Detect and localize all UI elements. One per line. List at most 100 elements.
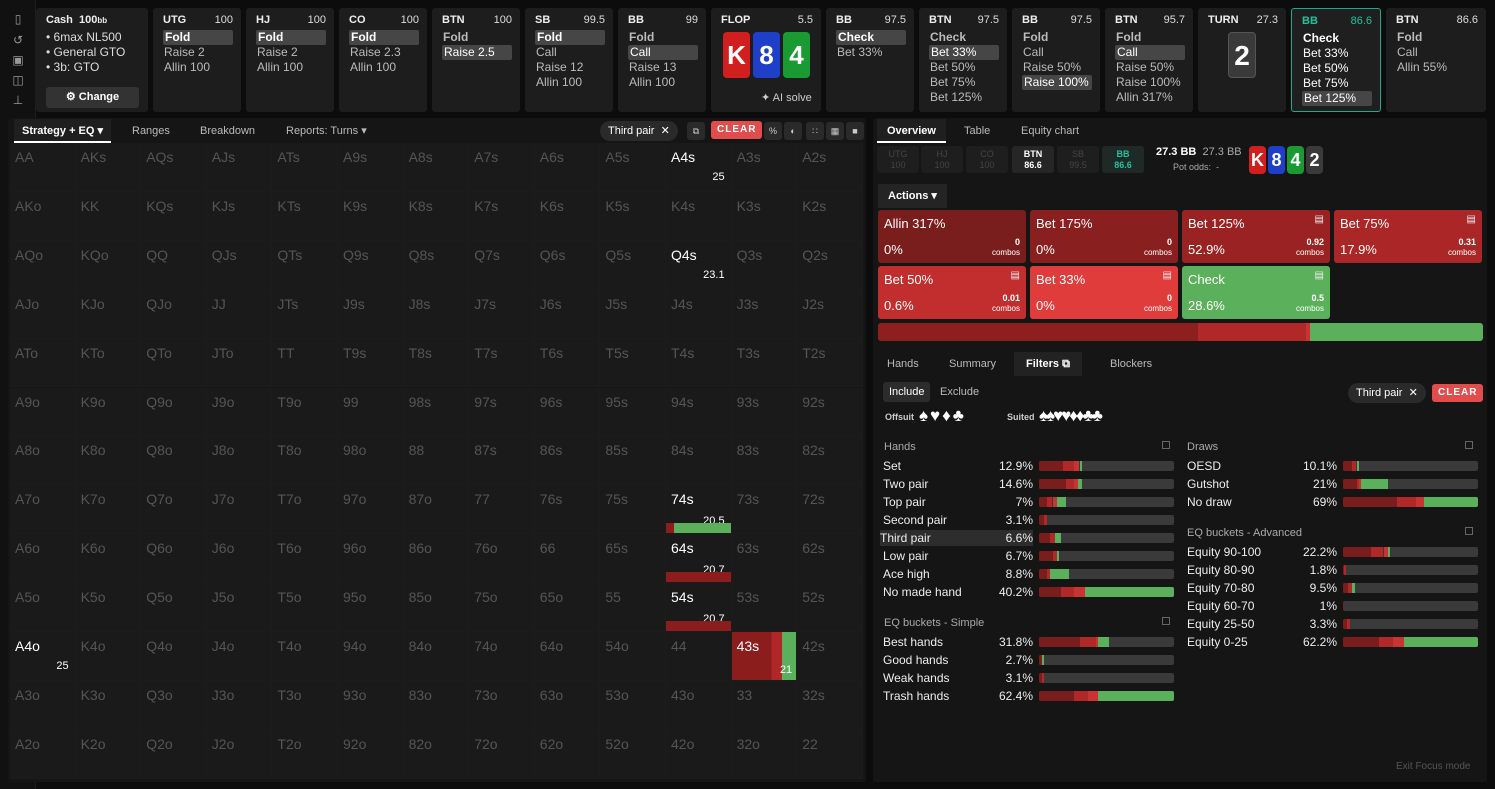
action-option[interactable]: Allin 100 <box>629 75 676 89</box>
history-card-bb[interactable]: BB 97.5 Fold Call Raise 50% Raise 100% <box>1012 8 1100 112</box>
hand-cell[interactable]: A8s <box>403 143 470 192</box>
hand-cell[interactable]: Q4s 23.1 <box>666 240 732 290</box>
hand-cell[interactable]: 96o <box>338 534 404 584</box>
action-option[interactable]: Allin 100 <box>257 60 304 74</box>
hand-cell[interactable]: 96s <box>534 387 601 437</box>
hand-cell[interactable]: 85o <box>403 583 470 632</box>
tab-table[interactable]: Table <box>964 125 991 137</box>
copy-icon[interactable]: ⧉ <box>687 122 705 140</box>
hand-cell[interactable]: J7s <box>469 289 535 339</box>
stat-row[interactable]: Ace high 8.8% <box>883 566 1033 582</box>
hand-cell[interactable]: 98s <box>403 387 470 437</box>
hand-cell[interactable]: T2s <box>797 338 863 388</box>
action-option[interactable]: Fold <box>1116 30 1142 44</box>
hand-cell[interactable]: K2s <box>797 191 863 241</box>
hand-cell[interactable]: 95o <box>338 583 404 632</box>
hand-cell[interactable]: TT <box>272 338 338 388</box>
hand-cell[interactable]: AQo <box>10 240 76 290</box>
filter-pill-left[interactable]: Third pair ✕ <box>600 121 678 141</box>
hand-cell[interactable]: 82s <box>797 436 863 486</box>
history-card-btn[interactable]: BTN 86.6 Fold Call Allin 55% <box>1386 8 1486 112</box>
hand-cell[interactable]: 95s <box>600 387 666 437</box>
exclude-toggle[interactable]: Exclude <box>940 386 980 398</box>
hand-cell[interactable]: T9s <box>338 338 404 388</box>
grid-medium-icon[interactable]: ▦ <box>826 122 844 140</box>
action-option[interactable]: Raise 50% <box>1116 60 1175 74</box>
tab-ranges[interactable]: Ranges <box>132 125 170 137</box>
player-box-sb[interactable]: SB 99.5 <box>1057 146 1099 173</box>
hand-cell[interactable]: T5o <box>272 583 338 632</box>
hand-cell[interactable]: K5s <box>600 191 666 241</box>
hand-cell[interactable]: A7o <box>10 485 76 535</box>
note-icon[interactable]: ▤ <box>1010 270 1020 281</box>
hand-cell[interactable]: QJs <box>206 240 273 290</box>
hand-cell[interactable]: 63s <box>731 534 798 584</box>
hand-cell[interactable]: A9s <box>338 143 404 192</box>
hand-cell[interactable]: J6o <box>206 534 273 584</box>
hand-cell[interactable]: 54o <box>600 632 666 681</box>
hand-cell[interactable]: K6o <box>75 534 142 584</box>
hand-cell[interactable]: K8o <box>75 436 142 486</box>
hand-cell[interactable]: 73s <box>731 485 798 535</box>
hand-cell[interactable]: A9o <box>10 387 76 437</box>
hand-cell[interactable]: T6s <box>534 338 601 388</box>
hand-cell[interactable]: J3o <box>206 680 273 730</box>
tab-reports-turns[interactable]: Reports: Turns ▾ <box>286 125 367 137</box>
hand-cell[interactable]: 97s <box>469 387 535 437</box>
hand-cell[interactable]: 43o <box>666 680 732 730</box>
hand-cell[interactable]: 87s <box>469 436 535 486</box>
stat-row[interactable]: Two pair 14.6% <box>883 476 1033 492</box>
hand-cell[interactable]: T9o <box>272 387 338 437</box>
hand-cell[interactable]: A2s <box>797 143 863 192</box>
action-option[interactable]: Bet 33% <box>1303 46 1349 60</box>
action-option[interactable]: Allin 55% <box>1397 60 1448 74</box>
stat-row[interactable]: Low pair 6.7% <box>883 548 1033 564</box>
note-icon[interactable]: ▤ <box>1314 270 1324 281</box>
hand-cell[interactable]: A6s <box>534 143 601 192</box>
hand-cell[interactable]: 43s 21 <box>731 632 798 681</box>
gamepad-icon[interactable]: ◫ <box>12 73 24 87</box>
tab-hands[interactable]: Hands <box>887 358 919 370</box>
hand-cell[interactable]: 93o <box>338 680 404 730</box>
stat-row[interactable]: Gutshot 21% <box>1187 476 1337 492</box>
hand-cell[interactable]: 64s 20.7 <box>666 534 732 584</box>
hand-cell[interactable]: T7s <box>469 338 535 388</box>
tab-summary[interactable]: Summary <box>949 358 997 370</box>
player-box-hj[interactable]: HJ 100 <box>921 146 963 173</box>
change-button[interactable]: ⚙ Change <box>46 87 139 108</box>
percent-icon[interactable]: % <box>764 122 782 140</box>
collapse-icon[interactable] <box>1162 617 1170 625</box>
stat-row[interactable]: Trash hands 62.4% <box>883 688 1033 704</box>
hand-cell[interactable]: 94o <box>338 632 404 681</box>
hand-cell[interactable]: 86s <box>534 436 601 486</box>
hand-cell[interactable]: AJo <box>10 289 76 339</box>
hand-cell[interactable]: 64o <box>534 632 601 681</box>
hand-cell[interactable]: 76o <box>469 534 535 584</box>
action-option[interactable]: Fold <box>443 30 469 44</box>
hand-cell[interactable]: J4s <box>666 289 732 339</box>
history-card-bb[interactable]: BB 86.6 Check Bet 33% Bet 50% Bet 75% Bet 125% <box>1291 8 1381 112</box>
hand-cell[interactable]: J4o <box>206 632 273 681</box>
history-card-btn[interactable]: BTN 95.7 Fold Call Raise 50% Raise 100% Allin … <box>1105 8 1193 112</box>
hand-cell[interactable]: K3s <box>731 191 798 241</box>
tab-breakdown[interactable]: Breakdown <box>200 125 256 137</box>
hand-cell[interactable]: K8s <box>403 191 470 241</box>
action-option[interactable]: Raise 13 <box>629 60 677 74</box>
hand-cell[interactable]: Q4o <box>141 632 207 681</box>
hand-cell[interactable]: 53s <box>731 583 798 632</box>
hand-cell[interactable]: A5s <box>600 143 666 192</box>
hand-cell[interactable]: 92o <box>338 729 404 779</box>
action-option[interactable]: Bet 33% <box>837 45 883 59</box>
action-option[interactable]: Call <box>1023 45 1044 59</box>
action-option[interactable]: Fold <box>163 30 233 45</box>
action-option[interactable]: Bet 125% <box>1302 91 1372 106</box>
stat-row[interactable]: No draw 69% <box>1187 494 1337 510</box>
hand-cell[interactable]: 82o <box>403 729 470 779</box>
note-icon[interactable]: ▤ <box>1314 214 1324 225</box>
offsuit-suits-icons[interactable]: ♠♥♦♣ <box>919 406 966 425</box>
collapse-icon[interactable] <box>1465 441 1473 449</box>
hand-cell[interactable]: T3s <box>731 338 798 388</box>
hand-cell[interactable]: 97o <box>338 485 404 535</box>
include-toggle[interactable]: Include <box>883 382 931 402</box>
hand-cell[interactable]: 75o <box>469 583 535 632</box>
